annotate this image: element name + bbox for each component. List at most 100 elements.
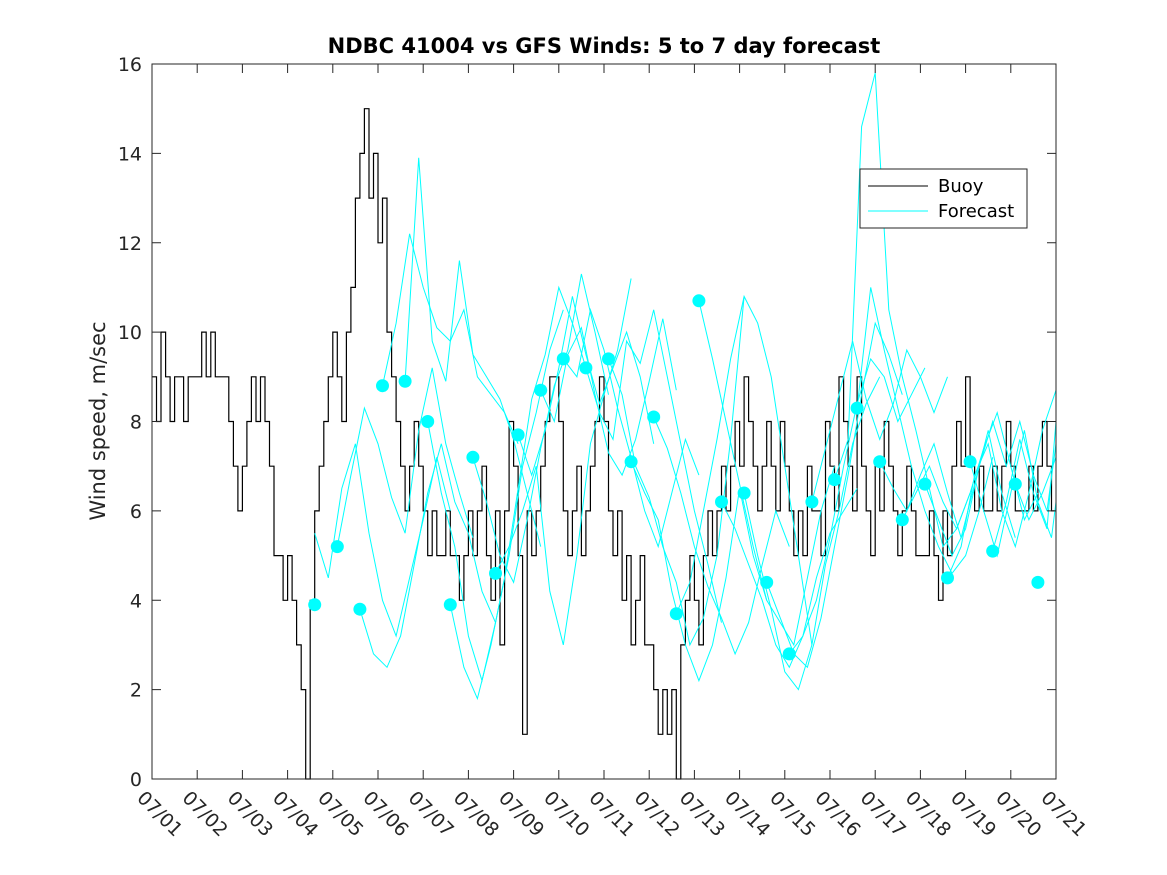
x-tick-label: 07/01 (132, 787, 186, 841)
forecast-run-line (314, 443, 451, 638)
y-tick-label: 4 (130, 590, 142, 612)
y-axis: 0 2 4 6 8 10 12 14 16 (118, 54, 1056, 791)
forecast-run-line (924, 419, 1057, 557)
forecast-point (918, 477, 932, 491)
forecast-run-line (743, 376, 881, 691)
forecast-point (353, 602, 367, 616)
y-tick-label: 0 (130, 769, 142, 791)
forecast-run-line (947, 390, 1057, 579)
y-tick-label: 2 (130, 680, 142, 702)
x-tick-label: 07/20 (991, 787, 1045, 841)
forecast-run-line (630, 461, 768, 683)
legend-forecast-label: Forecast (938, 201, 1014, 222)
forecast-point (466, 450, 480, 464)
forecast-point (1008, 477, 1022, 491)
forecast-run-line (766, 321, 903, 669)
forecast-point (1031, 575, 1045, 589)
y-axis-label: Wind speed, m/sec (86, 321, 110, 520)
forecast-point (805, 495, 819, 509)
forecast-run-line (359, 443, 496, 669)
x-tick-label: 07/15 (765, 787, 819, 841)
forecast-point (692, 294, 706, 308)
forecast-point (873, 455, 887, 469)
x-tick-label: 07/06 (358, 787, 412, 841)
forecast-point (895, 513, 909, 527)
forecast-point (737, 486, 751, 500)
forecast-point (715, 495, 728, 509)
x-tick-label: 07/19 (946, 787, 1000, 841)
y-tick-label: 10 (118, 322, 142, 344)
y-tick-label: 16 (118, 54, 142, 76)
forecast-point (443, 598, 457, 612)
forecast-point (850, 401, 864, 415)
forecast-point (828, 473, 841, 487)
y-tick-label: 14 (118, 143, 142, 165)
forecast-point (511, 428, 525, 442)
forecast-run-line (540, 318, 677, 477)
x-tick-label: 07/21 (1036, 787, 1090, 841)
forecast-point (308, 598, 322, 612)
x-tick-label: 07/02 (178, 787, 232, 841)
forecast-run-line (834, 72, 971, 548)
legend-buoy-label: Buoy (938, 176, 984, 197)
forecast-run-line (675, 294, 813, 645)
forecast-point (330, 540, 344, 554)
x-tick-label: 07/14 (720, 787, 774, 841)
forecast-run-line (653, 416, 790, 656)
chart-title: NDBC 41004 vs GFS Winds: 5 to 7 day fore… (328, 34, 881, 58)
forecast-series (314, 72, 1057, 701)
forecast-point (782, 647, 796, 661)
forecast-point (579, 361, 593, 375)
forecast-point (556, 352, 570, 366)
forecast-run-line (472, 273, 609, 584)
forecast-run-line (856, 287, 994, 575)
x-tick-label: 07/04 (268, 787, 322, 841)
forecast-point (669, 607, 683, 621)
y-tick-label: 8 (130, 412, 142, 434)
forecast-run-line (969, 430, 1057, 558)
x-tick-label: 07/10 (539, 787, 593, 841)
forecast-run-line (1014, 457, 1057, 522)
x-tick-label: 07/11 (584, 787, 638, 841)
forecast-run-line (517, 296, 655, 477)
forecast-run-line (404, 157, 542, 547)
x-tick-label: 07/17 (856, 787, 910, 841)
forecast-point (489, 566, 502, 580)
forecast-run-line (879, 430, 1016, 540)
forecast-run-line (811, 340, 948, 503)
forecast-markers (308, 294, 1045, 661)
legend: Buoy Forecast (859, 168, 1028, 229)
x-tick-label: 07/13 (675, 787, 729, 841)
y-tick-label: 12 (118, 233, 142, 255)
forecast-point (376, 379, 389, 393)
forecast-run-line (585, 309, 722, 623)
forecast-point (534, 383, 548, 397)
forecast-run-line (608, 296, 745, 647)
x-tick-label: 07/18 (901, 787, 955, 841)
x-tick-label: 07/12 (630, 787, 684, 841)
forecast-point (760, 575, 774, 589)
buoy-series (152, 108, 1056, 780)
x-tick-label: 07/16 (810, 787, 864, 841)
x-tick-label: 07/09 (494, 787, 548, 841)
forecast-point (941, 571, 954, 585)
forecast-run-line (449, 285, 587, 701)
legend-box (859, 168, 1028, 229)
forecast-point (398, 374, 412, 388)
forecast-point (624, 455, 638, 469)
forecast-run-line (698, 300, 835, 647)
x-tick-label: 07/05 (313, 787, 367, 841)
buoy-line (152, 108, 1056, 780)
forecast-point (602, 352, 615, 366)
forecast-point (421, 415, 435, 428)
x-tick-label: 07/08 (449, 787, 503, 841)
x-tick-label: 07/03 (223, 787, 277, 841)
forecast-run-line (721, 488, 858, 669)
forecast-point (647, 410, 661, 424)
forecast-point (963, 455, 977, 469)
forecast-run-line (336, 367, 474, 547)
x-tick-label: 07/07 (404, 787, 458, 841)
forecast-point (986, 544, 1000, 558)
y-tick-label: 6 (130, 501, 142, 523)
